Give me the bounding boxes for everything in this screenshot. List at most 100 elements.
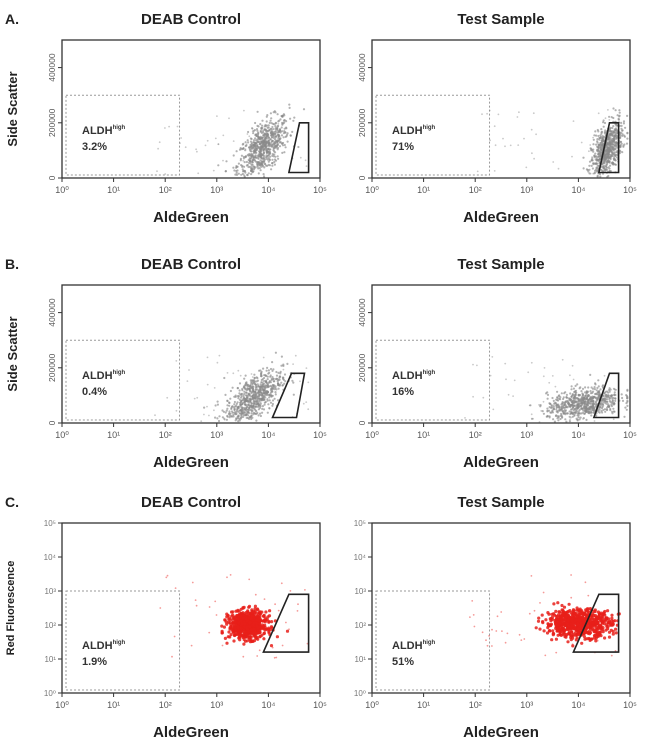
data-point: [267, 372, 270, 375]
data-point: [266, 382, 270, 385]
data-point: [572, 406, 575, 409]
data-point: [271, 394, 274, 397]
data-point: [284, 146, 287, 149]
data-point: [596, 169, 599, 172]
data-point: [282, 368, 285, 371]
data-point: [608, 387, 611, 390]
y-tick-label: 10¹: [44, 655, 56, 664]
data-point: [256, 164, 259, 167]
data-point: [256, 377, 259, 380]
data-point: [553, 403, 555, 406]
data-point: [288, 103, 291, 106]
x-tick-label: 10¹: [417, 185, 430, 195]
data-point: [604, 168, 607, 171]
data-point: [613, 391, 616, 394]
data-point: [560, 614, 565, 618]
gate-label-superscript: high: [423, 125, 436, 131]
data-point: [610, 405, 614, 408]
data-point: [576, 383, 579, 386]
data-point: [553, 420, 557, 423]
data-point: [261, 395, 264, 398]
data-point: [512, 395, 514, 397]
data-point: [266, 411, 269, 414]
data-point: [254, 621, 258, 626]
data-point: [267, 160, 270, 163]
data-point: [286, 140, 289, 143]
data-point: [270, 620, 274, 624]
data-point: [229, 633, 233, 637]
data-point: [552, 418, 555, 421]
data-point: [613, 141, 616, 144]
data-point: [549, 411, 552, 414]
data-point: [574, 411, 577, 414]
data-point: [256, 383, 259, 386]
data-point: [226, 372, 229, 374]
data-point: [624, 126, 627, 129]
data-point: [559, 396, 562, 399]
data-point: [260, 144, 263, 148]
data-point: [562, 631, 566, 635]
data-point: [272, 136, 275, 139]
data-point: [271, 646, 274, 649]
data-point: [223, 618, 227, 622]
data-point: [221, 409, 224, 412]
data-point: [226, 613, 230, 618]
data-point: [251, 167, 254, 171]
data-point: [593, 633, 597, 637]
data-point: [611, 629, 615, 634]
data-point: [542, 629, 546, 633]
data-point: [276, 380, 279, 383]
data-point: [268, 379, 271, 383]
data-point: [599, 401, 603, 404]
data-point: [574, 384, 577, 387]
data-point: [274, 385, 277, 388]
x-tick-label: 10³: [210, 185, 223, 195]
data-point: [224, 411, 227, 414]
data-point: [542, 375, 545, 378]
panel-title: DEAB Control: [141, 494, 241, 511]
data-point: [269, 644, 274, 648]
data-point: [563, 409, 566, 412]
data-point: [555, 617, 559, 621]
data-point: [481, 113, 483, 116]
data-point: [262, 408, 266, 411]
data-point: [597, 390, 601, 393]
negative-gate-region: [65, 339, 181, 421]
data-point: [292, 393, 295, 396]
data-point: [299, 380, 301, 383]
data-point: [590, 398, 593, 401]
data-point: [231, 620, 235, 624]
data-point: [268, 148, 271, 151]
data-point: [607, 405, 610, 408]
data-point: [250, 611, 254, 615]
data-point: [262, 382, 266, 385]
data-point: [228, 401, 231, 404]
data-point: [248, 135, 251, 138]
y-tick-label: 400000: [357, 298, 367, 327]
panel-0: DEAB Control A. ALDHhigh 3.2% 10⁰ 10¹ 10² 10³ 10…: [5, 11, 327, 226]
data-point: [277, 609, 280, 612]
data-point: [270, 385, 273, 388]
data-point: [235, 166, 238, 169]
y-tick-label: 0: [357, 175, 367, 180]
data-point: [251, 409, 254, 412]
y-tick-label: 10¹: [354, 655, 366, 664]
data-point: [223, 376, 226, 380]
data-point: [265, 120, 268, 123]
data-point: [297, 145, 300, 149]
data-point: [581, 387, 585, 390]
data-point: [528, 612, 531, 615]
data-point: [615, 389, 618, 391]
data-point: [176, 399, 179, 401]
data-point: [228, 414, 231, 417]
data-point: [253, 377, 256, 380]
data-point: [272, 380, 275, 383]
data-point: [237, 420, 240, 423]
data-point: [263, 139, 266, 142]
data-point: [264, 128, 267, 131]
data-point: [582, 167, 585, 170]
data-point: [248, 416, 252, 419]
data-point: [305, 401, 308, 403]
data-point: [569, 408, 573, 411]
